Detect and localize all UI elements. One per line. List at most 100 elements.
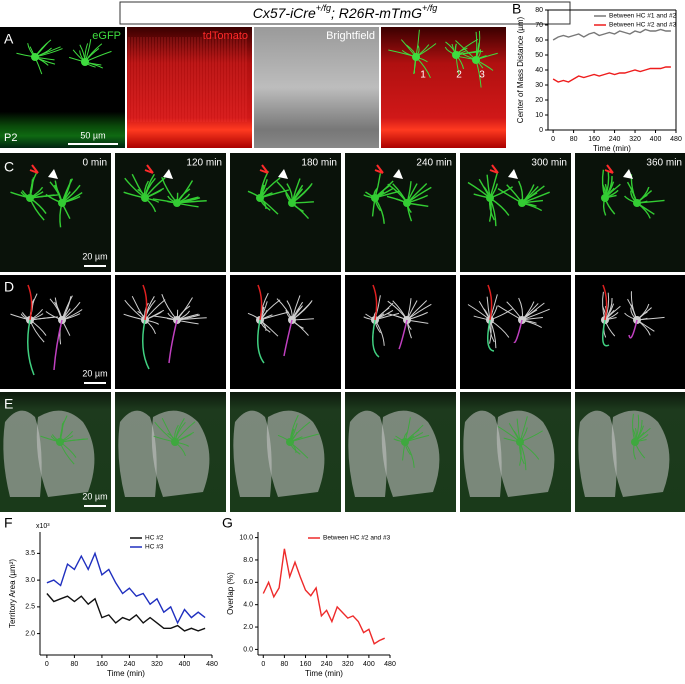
arrow — [374, 164, 384, 174]
soma — [81, 58, 89, 66]
trace — [513, 319, 523, 344]
x-tick-label: 160 — [300, 661, 312, 668]
timelapse-image — [115, 153, 226, 272]
trace — [372, 319, 380, 358]
trace — [398, 319, 408, 350]
image-brightfield — [254, 27, 379, 148]
time-label: 300 min — [531, 158, 567, 169]
y-axis-label: Overlap (%) — [226, 572, 235, 615]
panel-label: B — [512, 1, 521, 17]
soma — [173, 199, 181, 207]
tracing-image — [345, 275, 456, 389]
soma — [472, 56, 480, 64]
y-tick-label: 80 — [535, 7, 543, 14]
channel-label: Brightfield — [326, 30, 375, 42]
soma — [601, 194, 609, 202]
y-tick-label: 2.5 — [25, 604, 35, 611]
arrow — [259, 164, 269, 174]
x-axis-label: Time (min) — [107, 669, 145, 678]
x-tick-label: 320 — [151, 661, 163, 668]
time-label: 360 min — [646, 158, 682, 169]
trace — [142, 284, 148, 321]
cell-number: 2 — [456, 70, 462, 81]
x-tick-label: 0 — [551, 136, 555, 143]
legend-label: Between HC #2 and #3 — [323, 535, 391, 542]
scale-label: 50 µm — [80, 130, 105, 140]
soma — [171, 438, 179, 446]
y-tick-label: 10.0 — [239, 534, 253, 541]
arrow — [604, 164, 614, 174]
x-axis-label: Time (min) — [305, 669, 343, 678]
y-tick-label: 60 — [535, 37, 543, 44]
x-tick-label: 160 — [96, 661, 108, 668]
soma — [452, 51, 460, 59]
scale-label: 20 µm — [82, 491, 107, 501]
time-label: 0 min — [83, 158, 107, 169]
soma — [633, 199, 641, 207]
arrow — [29, 164, 39, 174]
panel-label: G — [222, 515, 233, 531]
territory — [118, 410, 157, 497]
figure-title: Cx57-iCre+/fg; R26R-mTmG+/fg — [253, 3, 438, 20]
arrowhead — [48, 169, 58, 179]
territory — [151, 410, 210, 497]
y-tick-label: 3.0 — [25, 577, 35, 584]
soma — [58, 199, 66, 207]
x-tick-label: 80 — [281, 661, 289, 668]
territory — [233, 410, 272, 497]
tracing-image — [230, 275, 341, 389]
trace — [602, 284, 608, 321]
legend-label: Between HC #1 and #2 — [609, 13, 677, 20]
soma — [256, 194, 264, 202]
y-tick-label: 70 — [535, 22, 543, 29]
axis-multiplier: x10³ — [36, 523, 50, 530]
arrowhead — [623, 169, 633, 179]
y-axis-label: Territory Area (µm²) — [8, 559, 17, 628]
x-tick-label: 320 — [629, 136, 641, 143]
y-tick-label: 10 — [535, 112, 543, 119]
trace — [142, 319, 150, 370]
arrowhead — [163, 169, 173, 179]
territory — [611, 410, 670, 497]
y-tick-label: 3.5 — [25, 550, 35, 557]
territory — [463, 410, 502, 497]
trace — [257, 284, 263, 321]
trace — [372, 284, 378, 321]
x-tick-label: 480 — [384, 661, 396, 668]
timelapse-image — [575, 153, 685, 272]
y-tick-label: 40 — [535, 67, 543, 74]
trace — [168, 319, 178, 364]
x-tick-label: 400 — [650, 136, 662, 143]
x-tick-label: 480 — [670, 136, 682, 143]
territory — [348, 410, 387, 497]
x-tick-label: 400 — [363, 661, 375, 668]
arrowhead — [508, 169, 518, 179]
x-tick-label: 240 — [609, 136, 621, 143]
trace — [487, 319, 495, 352]
image-merge — [381, 27, 506, 148]
image-egfp — [0, 27, 125, 148]
trace — [628, 319, 638, 339]
soma — [141, 194, 149, 202]
legend-label: Between HC #2 and #3 — [609, 22, 677, 29]
time-label: 180 min — [301, 158, 337, 169]
trace — [283, 319, 293, 357]
x-tick-label: 240 — [321, 661, 333, 668]
timelapse-image — [230, 153, 341, 272]
panel-label: D — [4, 279, 14, 295]
y-tick-label: 0.0 — [243, 646, 253, 653]
arrow — [144, 164, 154, 174]
soma — [31, 53, 39, 61]
soma — [288, 199, 296, 207]
tracing-image — [460, 275, 571, 389]
title-part: ; R26R-mTmG — [331, 5, 422, 21]
soma — [401, 438, 409, 446]
image-tdtomato — [127, 27, 252, 148]
soma — [412, 53, 420, 61]
trace — [487, 284, 493, 321]
arrow — [489, 164, 499, 174]
territory — [266, 410, 325, 497]
x-tick-label: 160 — [588, 136, 600, 143]
